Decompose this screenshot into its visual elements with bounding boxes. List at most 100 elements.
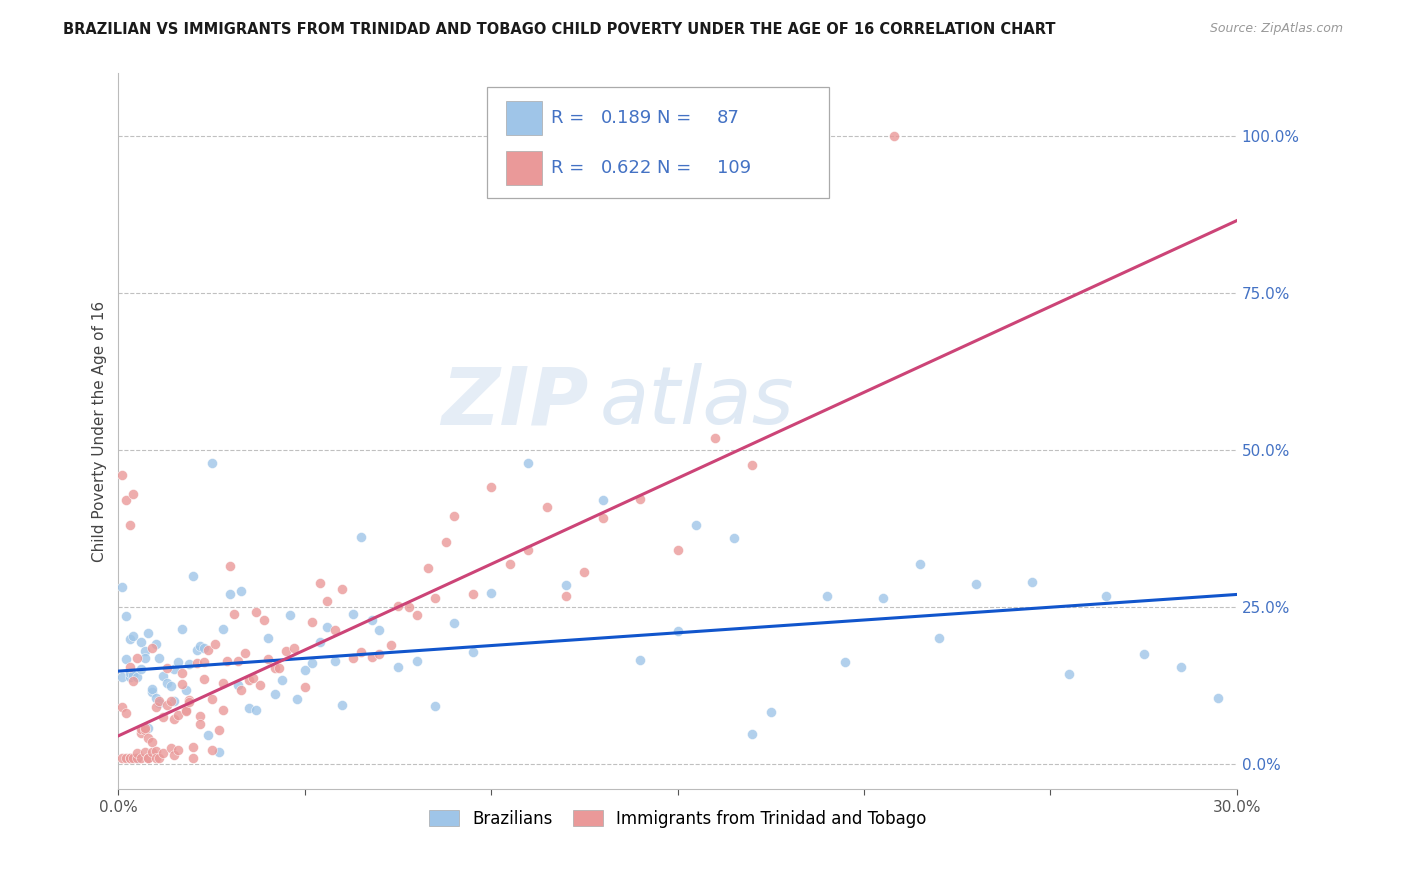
- Point: [226, 677, 249, 691]
- Point: [163, 747, 186, 762]
- Point: [238, 701, 260, 715]
- Point: [118, 632, 141, 647]
- Point: [141, 745, 163, 759]
- Point: [122, 674, 145, 689]
- Point: [628, 653, 651, 667]
- Point: [125, 747, 148, 761]
- Point: [148, 650, 170, 665]
- Point: [170, 622, 193, 636]
- Point: [181, 569, 204, 583]
- Point: [148, 696, 170, 710]
- Text: ZIP: ZIP: [440, 363, 588, 442]
- Point: [145, 699, 167, 714]
- Point: [197, 728, 219, 742]
- Point: [330, 582, 353, 597]
- Point: [181, 740, 204, 755]
- Point: [208, 745, 231, 759]
- Point: [163, 662, 186, 676]
- Point: [294, 680, 316, 694]
- Point: [193, 672, 215, 686]
- Point: [170, 666, 193, 681]
- Point: [242, 671, 264, 685]
- Point: [287, 691, 309, 706]
- Point: [167, 708, 190, 723]
- FancyBboxPatch shape: [488, 87, 828, 198]
- Point: [118, 751, 141, 765]
- Point: [190, 639, 212, 653]
- Point: [129, 722, 152, 736]
- Point: [574, 565, 596, 579]
- Point: [398, 600, 420, 615]
- Point: [136, 751, 159, 765]
- Point: [163, 693, 186, 707]
- Point: [118, 751, 141, 765]
- Point: [741, 727, 763, 741]
- Point: [125, 751, 148, 765]
- Point: [118, 666, 141, 681]
- Point: [323, 653, 346, 667]
- Point: [267, 660, 290, 674]
- Point: [685, 518, 707, 533]
- Point: [361, 613, 384, 627]
- Point: [256, 652, 278, 666]
- Point: [167, 743, 190, 757]
- Point: [666, 624, 689, 639]
- Point: [834, 655, 856, 669]
- Text: 109: 109: [717, 160, 751, 178]
- Point: [245, 605, 267, 619]
- Point: [211, 703, 233, 717]
- Point: [122, 629, 145, 643]
- Point: [215, 654, 238, 668]
- Point: [908, 557, 931, 571]
- Point: [156, 676, 179, 690]
- FancyBboxPatch shape: [506, 151, 543, 186]
- Point: [115, 652, 138, 666]
- Point: [479, 480, 502, 494]
- Point: [118, 670, 141, 684]
- Point: [179, 695, 201, 709]
- Point: [179, 693, 201, 707]
- Point: [361, 650, 384, 665]
- Point: [461, 587, 484, 601]
- Point: [517, 456, 540, 470]
- Point: [436, 534, 458, 549]
- Point: [152, 669, 174, 683]
- Point: [387, 599, 409, 613]
- Point: [405, 608, 427, 623]
- Point: [145, 691, 167, 706]
- Point: [141, 641, 163, 656]
- Point: [190, 717, 212, 731]
- Point: [219, 587, 242, 601]
- Point: [380, 638, 402, 652]
- Point: [245, 703, 267, 717]
- Point: [350, 645, 373, 659]
- Point: [115, 609, 138, 624]
- Point: [204, 637, 226, 651]
- Point: [156, 698, 179, 713]
- Point: [628, 491, 651, 506]
- Point: [152, 746, 174, 760]
- Point: [129, 634, 152, 648]
- Point: [276, 644, 298, 658]
- Point: [301, 656, 323, 670]
- Point: [342, 650, 364, 665]
- Point: [167, 655, 190, 669]
- Point: [193, 640, 215, 655]
- Point: [197, 643, 219, 657]
- Point: [264, 660, 287, 674]
- Point: [201, 691, 224, 706]
- Text: N =: N =: [658, 109, 697, 127]
- Point: [271, 673, 294, 687]
- Text: R =: R =: [551, 109, 591, 127]
- Point: [111, 580, 134, 594]
- Point: [928, 631, 950, 645]
- Point: [723, 531, 745, 545]
- Text: 0.189: 0.189: [600, 109, 652, 127]
- Text: BRAZILIAN VS IMMIGRANTS FROM TRINIDAD AND TOBAGO CHILD POVERTY UNDER THE AGE OF : BRAZILIAN VS IMMIGRANTS FROM TRINIDAD AN…: [63, 22, 1056, 37]
- Point: [141, 682, 163, 697]
- Point: [330, 698, 353, 712]
- Point: [122, 751, 145, 765]
- Point: [122, 487, 145, 501]
- Point: [115, 706, 138, 721]
- Point: [1132, 647, 1154, 661]
